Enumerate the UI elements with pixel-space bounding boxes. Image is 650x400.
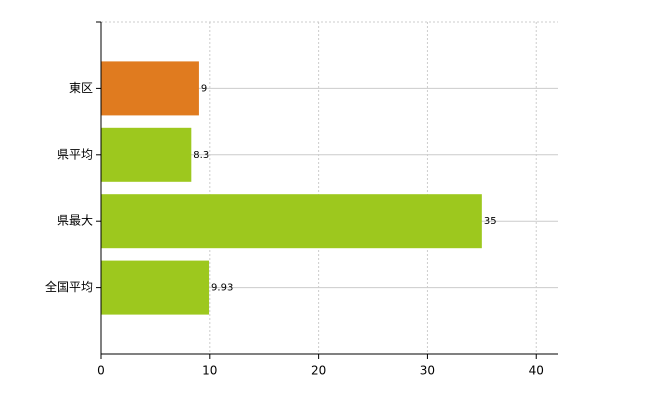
y-tick-label: 全国平均 bbox=[45, 279, 93, 294]
x-tick-label: 10 bbox=[202, 364, 217, 378]
data-label: 35 bbox=[484, 216, 497, 227]
bar bbox=[101, 260, 210, 315]
x-tick-label: 40 bbox=[529, 364, 544, 378]
data-label: 9.93 bbox=[211, 283, 233, 294]
data-label: 9 bbox=[201, 83, 207, 94]
bar bbox=[101, 61, 199, 116]
x-tick-label: 30 bbox=[420, 364, 435, 378]
x-tick-label: 0 bbox=[97, 364, 105, 378]
bar bbox=[101, 127, 192, 182]
data-label: 8.3 bbox=[193, 150, 209, 161]
y-tick-label: 東区 bbox=[69, 81, 93, 95]
y-tick-label: 県平均 bbox=[57, 147, 93, 161]
x-tick-label: 20 bbox=[311, 364, 326, 378]
bar bbox=[101, 194, 482, 249]
y-tick-label: 県最大 bbox=[57, 214, 93, 228]
